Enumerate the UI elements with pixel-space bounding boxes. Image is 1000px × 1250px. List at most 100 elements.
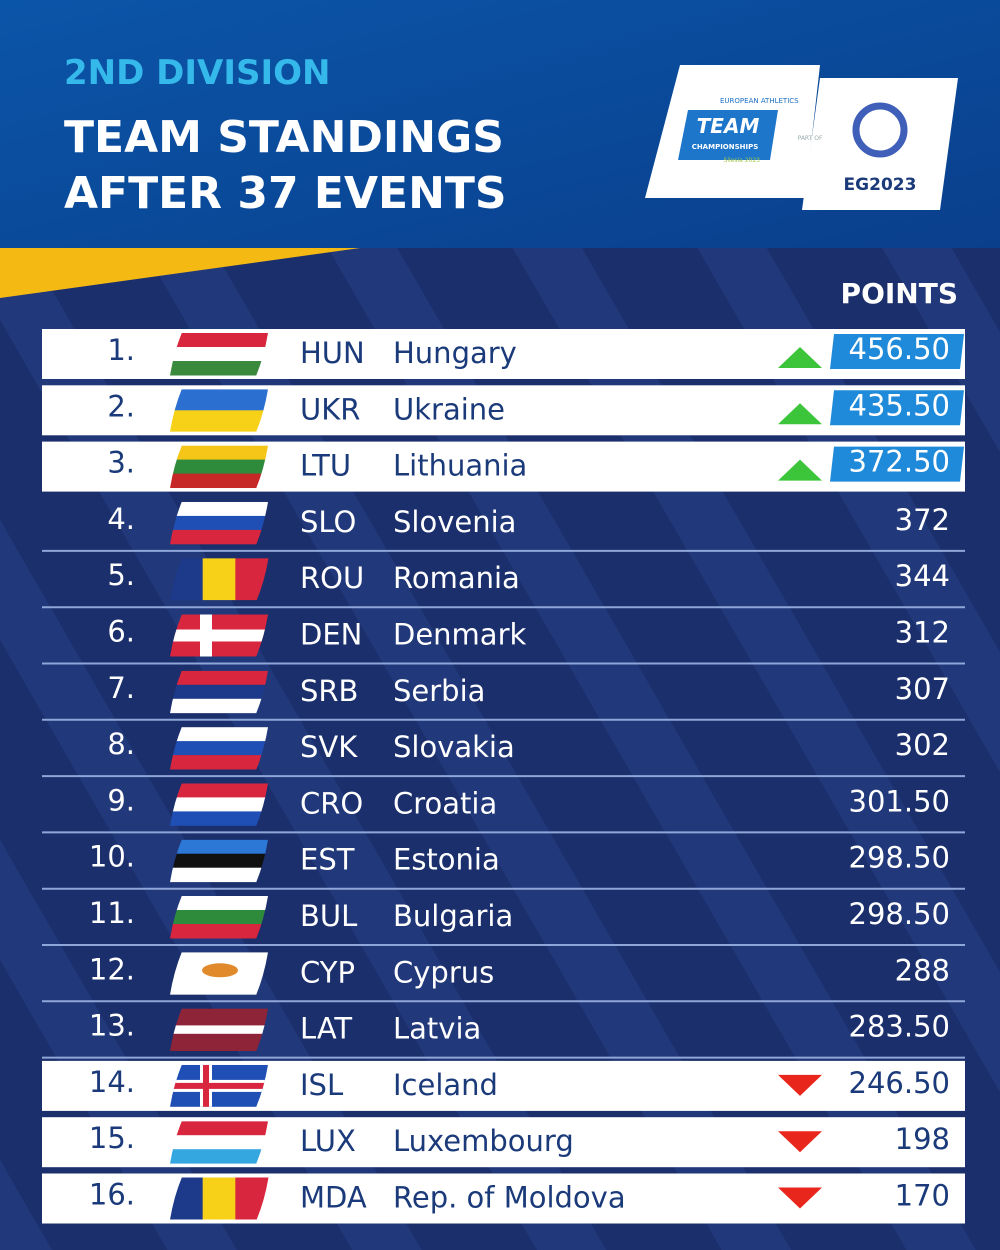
points: 312 <box>895 616 950 650</box>
country-code: EST <box>300 843 355 877</box>
logo-text: Silesia 2023 <box>724 157 761 164</box>
flag <box>170 558 269 601</box>
rank: 9. <box>107 783 135 817</box>
table-row: 1. HUN Hungary 456.50 <box>42 329 965 379</box>
flag-stripe <box>170 1121 268 1136</box>
trend-up <box>778 347 822 368</box>
table-row: 4. SLO Slovenia 372 <box>42 501 965 552</box>
points: 372.50 <box>849 445 950 479</box>
rank: 10. <box>89 840 135 874</box>
trend-up <box>778 403 822 425</box>
table-row: 16. MDA Rep. of Moldova 170 <box>42 1173 965 1224</box>
country-name: Serbia <box>393 674 485 708</box>
flag-stripe <box>170 473 268 489</box>
logo-text: TEAM <box>697 114 760 138</box>
flag-stripe <box>170 1135 268 1150</box>
flag <box>170 333 268 376</box>
flag-stripe <box>170 924 268 939</box>
flag <box>170 896 268 939</box>
country-code: DEN <box>300 618 362 652</box>
flag-emblem <box>202 963 238 978</box>
flag <box>170 839 268 883</box>
flag <box>170 1064 268 1107</box>
flag <box>170 952 268 995</box>
rank: 16. <box>89 1178 135 1212</box>
country-code: BUL <box>300 899 357 933</box>
table-row: 5. ROU Romania 344 <box>42 558 965 609</box>
table-row: 9. CRO Croatia 301.50 <box>42 783 965 834</box>
flag-stripe <box>170 629 268 642</box>
points: 302 <box>895 728 950 762</box>
table-row: 10. EST Estonia 298.50 <box>42 839 965 890</box>
country-name: Hungary <box>393 336 517 370</box>
title: TEAM STANDINGS <box>64 112 504 163</box>
table-row: 12. CYP Cyprus 288 <box>42 952 965 1003</box>
flag-stripe <box>170 1042 268 1052</box>
country-name: Denmark <box>393 618 526 652</box>
country-name: Slovakia <box>393 730 515 764</box>
flag-stripe <box>170 1025 268 1035</box>
flag-stripe <box>202 558 236 601</box>
country-code: CRO <box>300 786 363 820</box>
flag <box>170 783 268 826</box>
points: 435.50 <box>849 388 950 422</box>
rank: 13. <box>89 1009 135 1043</box>
table-row: 11. BUL Bulgaria 298.50 <box>42 896 965 946</box>
table-row: 8. SVK Slovakia 302 <box>42 727 965 778</box>
country-name: Croatia <box>393 786 497 820</box>
logo-text: EG2023 <box>844 175 917 195</box>
rank: 14. <box>89 1065 135 1099</box>
flag <box>170 1121 268 1164</box>
rank: 1. <box>107 333 135 367</box>
logo-panel <box>802 78 958 210</box>
country-name: Rep. of Moldova <box>393 1181 626 1215</box>
flag-stripe <box>170 459 268 475</box>
table-row: 7. SRB Serbia 307 <box>42 670 965 721</box>
country-code: SLO <box>300 505 356 539</box>
flag-stripe <box>170 529 268 545</box>
country-name: Bulgaria <box>393 899 513 933</box>
points: 283.50 <box>849 1010 950 1044</box>
table-row: 3. LTU Lithuania 372.50 <box>42 441 965 492</box>
flag-stripe <box>170 361 268 376</box>
trend-up <box>778 459 822 481</box>
rank: 8. <box>107 727 135 761</box>
country-code: SVK <box>300 730 358 764</box>
trend-down <box>778 1187 822 1209</box>
country-code: LTU <box>300 449 351 483</box>
flag-stripe <box>170 896 268 911</box>
rank: 11. <box>89 896 135 930</box>
country-name: Iceland <box>393 1068 498 1102</box>
points: 301.50 <box>849 784 950 818</box>
country-code: HUN <box>300 336 365 370</box>
country-code: MDA <box>300 1181 367 1215</box>
country-name: Ukraine <box>393 392 505 426</box>
table-row: 14. ISL Iceland 246.50 <box>42 1060 965 1111</box>
flag-stripe <box>170 910 268 925</box>
points: 456.50 <box>849 332 950 366</box>
points: 298.50 <box>849 841 950 875</box>
flag <box>170 670 268 714</box>
flag-stripe <box>170 410 268 432</box>
country-code: UKR <box>300 392 360 426</box>
points: 198 <box>895 1122 950 1156</box>
rank: 3. <box>107 446 135 480</box>
flag-stripe <box>170 755 268 770</box>
points: 170 <box>895 1179 950 1213</box>
trend-down <box>778 1074 822 1096</box>
flag-stripe <box>170 783 268 798</box>
accent <box>0 248 360 298</box>
logo-text: PART OF <box>798 135 823 142</box>
flag-stripe <box>170 670 268 686</box>
flag-stripe <box>170 811 268 826</box>
country-code: ROU <box>300 561 364 595</box>
logo-mark <box>852 102 908 158</box>
country-name: Cyprus <box>393 955 494 989</box>
country-name: Lithuania <box>393 449 527 483</box>
flag-stripe <box>170 501 268 517</box>
points: 298.50 <box>849 897 950 931</box>
rank: 12. <box>89 952 135 986</box>
flag-stripe <box>170 333 268 348</box>
flag-stripe <box>170 1017 268 1026</box>
